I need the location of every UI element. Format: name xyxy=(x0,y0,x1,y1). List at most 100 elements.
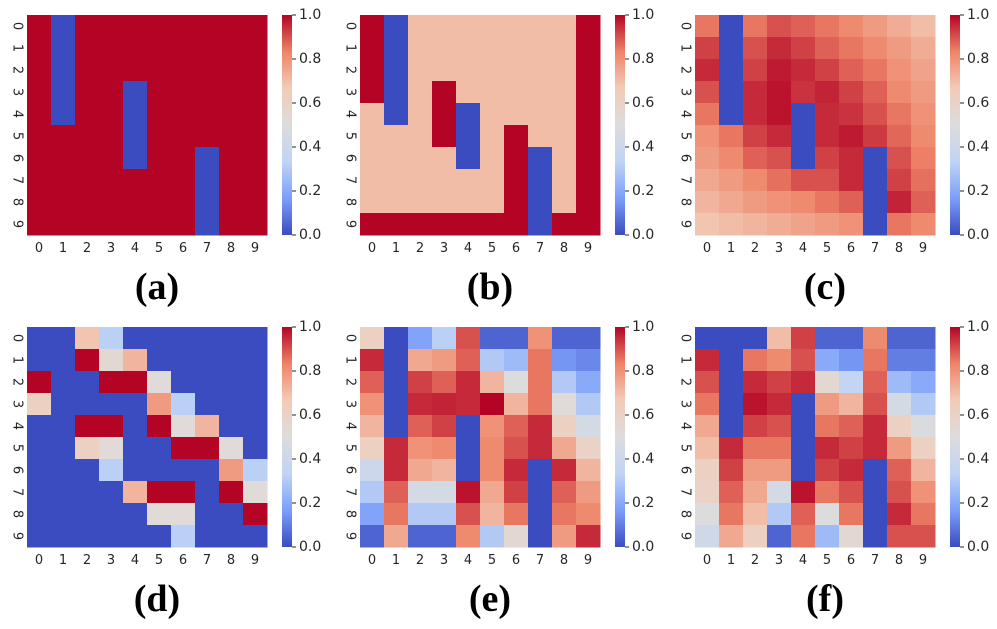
heatmap-cell xyxy=(480,81,505,104)
colorbar-tick-label: 0.2 xyxy=(967,183,989,199)
heatmap-cell xyxy=(767,15,792,38)
heatmap-cell xyxy=(27,191,52,214)
heatmap-cell xyxy=(360,103,385,126)
heatmap-cell xyxy=(552,371,577,394)
heatmap-cell xyxy=(887,437,912,460)
x-tick-label: 4 xyxy=(464,553,472,568)
colorbar xyxy=(950,327,960,547)
heatmap-cell xyxy=(219,59,244,82)
heatmap-cell xyxy=(408,37,433,60)
heatmap-cell xyxy=(408,169,433,192)
heatmap-cell xyxy=(815,169,840,192)
heatmap-cell xyxy=(528,371,553,394)
heatmap-cell xyxy=(480,15,505,38)
heatmap-cell xyxy=(767,125,792,148)
heatmap-cell xyxy=(360,147,385,170)
heatmap-cell xyxy=(123,81,148,104)
heatmap-cell xyxy=(171,169,196,192)
colorbar-tick-label: 0.2 xyxy=(632,495,654,511)
heatmap-cell xyxy=(480,459,505,482)
heatmap-cell xyxy=(51,503,76,526)
heatmap-cell xyxy=(456,327,481,350)
panel-caption: (a) xyxy=(135,266,179,308)
heatmap-cell xyxy=(123,349,148,372)
heatmap-cell xyxy=(528,59,553,82)
heatmap-cell xyxy=(99,169,124,192)
heatmap-cell xyxy=(743,371,768,394)
x-tick-label: 4 xyxy=(799,553,807,568)
heatmap-cell xyxy=(123,481,148,504)
heatmap-cell xyxy=(195,191,220,214)
heatmap-cell xyxy=(408,393,433,416)
colorbar xyxy=(282,327,292,547)
heatmap-cell xyxy=(839,327,864,350)
heatmap-cell xyxy=(123,169,148,192)
heatmap-cell xyxy=(195,481,220,504)
heatmap-cell xyxy=(384,59,409,82)
heatmap-cell xyxy=(743,349,768,372)
heatmap-cell xyxy=(75,125,100,148)
heatmap-cell xyxy=(219,371,244,394)
heatmap-cell xyxy=(408,437,433,460)
heatmap-cell xyxy=(360,169,385,192)
heatmap-cell xyxy=(552,15,577,38)
heatmap-cell xyxy=(839,349,864,372)
heatmap-cell xyxy=(243,393,268,416)
heatmap-cell xyxy=(219,213,244,236)
heatmap-cell xyxy=(99,327,124,350)
heatmap-cell xyxy=(27,437,52,460)
heatmap-cell xyxy=(219,15,244,38)
heatmap-cell xyxy=(243,125,268,148)
colorbar-tick-label: 0.0 xyxy=(299,227,321,243)
heatmap-cell xyxy=(863,169,888,192)
heatmap-cell xyxy=(360,327,385,350)
heatmap-cell xyxy=(719,59,744,82)
y-tick-label: 0 xyxy=(343,334,358,342)
heatmap-cell xyxy=(528,459,553,482)
heatmap-cell xyxy=(27,213,52,236)
heatmap-cell xyxy=(99,213,124,236)
y-tick-label: 9 xyxy=(10,220,25,228)
x-tick-label: 6 xyxy=(179,553,187,568)
x-tick-label: 7 xyxy=(871,241,879,256)
heatmap-cell xyxy=(911,525,936,548)
heatmap-cell xyxy=(504,169,529,192)
y-tick-label: 4 xyxy=(10,110,25,118)
heatmap-cell xyxy=(528,169,553,192)
y-tick-label: 9 xyxy=(343,532,358,540)
heatmap-cell xyxy=(27,15,52,38)
heatmap-cell xyxy=(51,81,76,104)
x-tick-label: 1 xyxy=(727,553,735,568)
heatmap-cell xyxy=(384,125,409,148)
heatmap-cell xyxy=(863,459,888,482)
heatmap-cell xyxy=(887,327,912,350)
heatmap-cell xyxy=(528,37,553,60)
heatmap-cell xyxy=(767,103,792,126)
colorbar-tick-label: 0.2 xyxy=(632,183,654,199)
heatmap-cell xyxy=(791,503,816,526)
heatmap-cell xyxy=(480,125,505,148)
heatmap-cell xyxy=(384,147,409,170)
heatmap-cell xyxy=(911,437,936,460)
heatmap-cell xyxy=(480,349,505,372)
heatmap-cell xyxy=(360,437,385,460)
heatmap-cell xyxy=(528,481,553,504)
heatmap-cell xyxy=(99,503,124,526)
heatmap-cell xyxy=(408,459,433,482)
heatmap-cell xyxy=(360,125,385,148)
heatmap-cell xyxy=(815,481,840,504)
heatmap-cell xyxy=(552,327,577,350)
heatmap-cell xyxy=(51,415,76,438)
heatmap-cell xyxy=(384,525,409,548)
x-tick-label: 1 xyxy=(727,241,735,256)
heatmap-cell xyxy=(360,213,385,236)
heatmap-cell xyxy=(171,503,196,526)
heatmap-cell xyxy=(75,371,100,394)
y-tick-label: 0 xyxy=(343,22,358,30)
heatmap-cell xyxy=(51,371,76,394)
heatmap-cell xyxy=(147,393,172,416)
heatmap-cell xyxy=(480,37,505,60)
heatmap-cell xyxy=(887,103,912,126)
heatmap-cell xyxy=(504,371,529,394)
heatmap-cell xyxy=(815,459,840,482)
